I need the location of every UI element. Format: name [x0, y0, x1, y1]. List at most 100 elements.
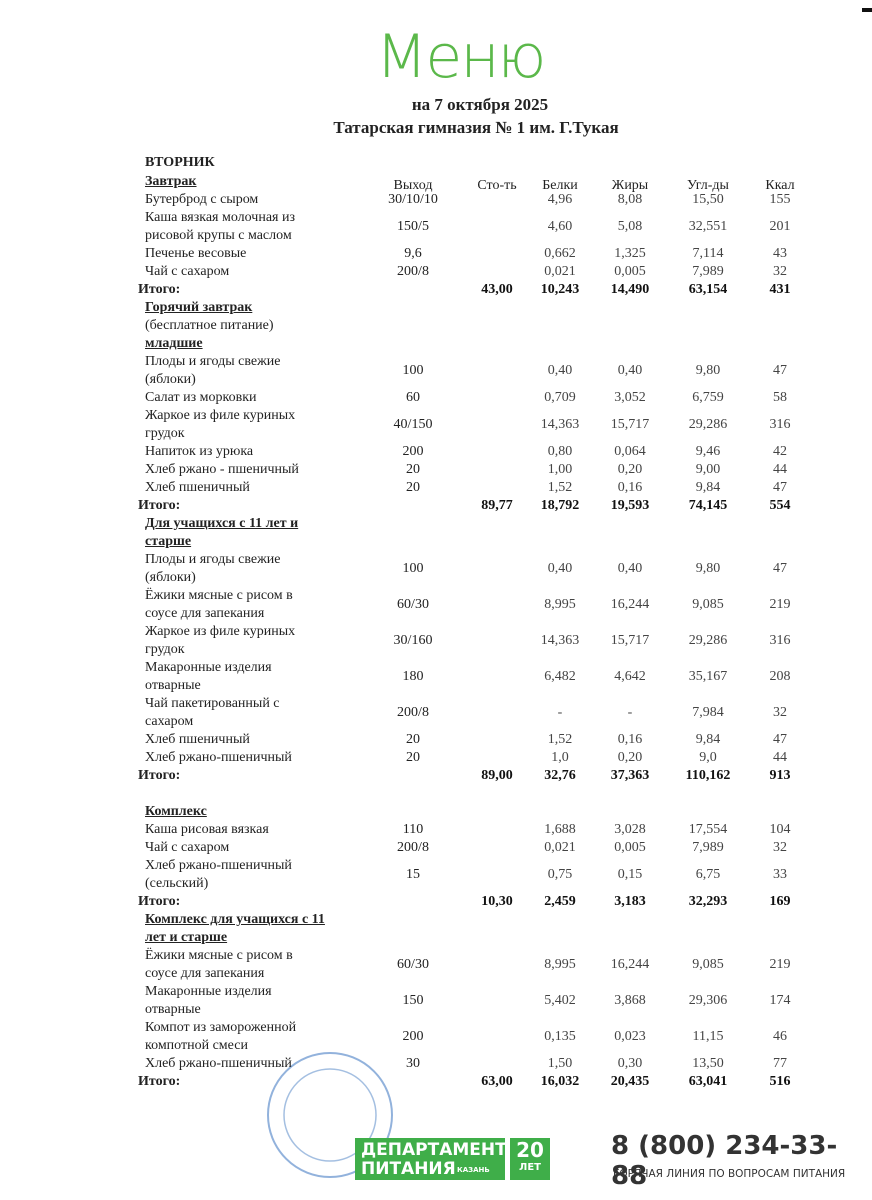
cell-yield: 150 [402, 993, 424, 1008]
cell-kcal: 155 [769, 192, 791, 207]
dish-name: Жаркое из филе куриных грудок [145, 624, 296, 657]
cell-kcal: 43 [773, 246, 787, 261]
menu-row: (бесплатное питание) [0, 317, 872, 335]
menu-row: Чай с сахаром 200/8 0,021 0,005 7,989 32 [0, 263, 872, 281]
cell-protein: 1,688 [544, 822, 576, 837]
cell-yield: 15 [406, 867, 420, 882]
menu-row: Хлеб пшеничный 20 1,52 0,16 9,84 47 [0, 479, 872, 497]
cell-kcal: 913 [769, 768, 791, 783]
cell-fat: 5,08 [617, 219, 643, 234]
cell-fat: 3,868 [614, 993, 646, 1008]
logo-text: ПИТАНИЯ [361, 1159, 456, 1179]
cell-fat: 0,005 [614, 840, 646, 855]
cell-protein: 0,135 [544, 1029, 576, 1044]
cell-carbs: 9,00 [695, 462, 721, 477]
dish-name: Ёжики мясные с рисом в соусе для запекан… [145, 948, 293, 981]
cell-carbs: 9,0 [699, 750, 717, 765]
cell-kcal: 219 [769, 597, 791, 612]
menu-row: Плоды и ягоды свежие (яблоки) 100 0,40 0,40… [0, 551, 872, 587]
cell-protein: 0,80 [547, 444, 573, 459]
cell-fat: 3,183 [614, 894, 646, 909]
menu-row: Чай с сахаром 200/8 0,021 0,005 7,989 32 [0, 839, 872, 857]
cell-yield: 30 [406, 1056, 420, 1071]
cell-protein: - [557, 705, 563, 720]
cell-carbs: 15,50 [692, 192, 724, 207]
cell-protein: 14,363 [540, 417, 580, 432]
dish-name: Чай с сахаром [145, 264, 230, 279]
cell-protein: 16,032 [540, 1074, 580, 1089]
cell-yield: 20 [406, 750, 420, 765]
menu-row: Плоды и ягоды свежие (яблоки) 100 0,40 0,40… [0, 353, 872, 389]
cell-fat: 0,16 [617, 480, 643, 495]
cell-protein: 2,459 [544, 894, 576, 909]
cell-yield: 60/30 [397, 957, 429, 972]
dish-name: Чай с сахаром [145, 840, 230, 855]
cell-carbs: 7,984 [692, 705, 724, 720]
cell-kcal: 32 [773, 840, 787, 855]
menu-row: Чай пакетированный с сахаром 200/8 - - 7,984… [0, 695, 872, 731]
section-heading: Горячий завтрак [145, 300, 253, 315]
menu-row: Салат из морковки 60 0,709 3,052 6,759 58 [0, 389, 872, 407]
dish-name: Каша рисовая вязкая [145, 822, 269, 837]
section-heading: младшие [145, 336, 203, 351]
cell-fat: 20,435 [610, 1074, 650, 1089]
cell-fat: 37,363 [610, 768, 650, 783]
dish-name: Компот из замороженной компотной смеси [145, 1020, 297, 1053]
dish-name: Жаркое из филе куриных грудок [145, 408, 296, 441]
cell-yield: 200/8 [397, 264, 429, 279]
dish-name: Хлеб пшеничный [145, 732, 250, 747]
cell-carbs: 9,84 [695, 480, 721, 495]
cell-fat: 0,40 [617, 561, 643, 576]
dish-name: Бутерброд с сыром [145, 192, 259, 207]
cell-carbs: 63,154 [688, 282, 728, 297]
cell-protein: 0,662 [544, 246, 576, 261]
cell-yield: 200 [402, 1029, 424, 1044]
cell-carbs: 29,286 [688, 417, 728, 432]
cell-cost: 89,77 [481, 498, 513, 513]
logo-text: ДЕПАРТАМЕНТ [361, 1140, 507, 1160]
cell-yield: 9,6 [404, 246, 422, 261]
cell-carbs: 17,554 [688, 822, 728, 837]
menu-row: Печенье весовые 9,6 0,662 1,325 7,114 43 [0, 245, 872, 263]
menu-row: Каша рисовая вязкая 110 1,688 3,028 17,554 10… [0, 821, 872, 839]
cell-protein: 8,995 [544, 597, 576, 612]
menu-row: Итого: 10,30 2,459 3,183 32,293 169 [0, 893, 872, 911]
cell-carbs: 6,759 [692, 390, 724, 405]
cell-kcal: 47 [773, 480, 787, 495]
total-label: Итого: [138, 768, 181, 783]
total-label: Итого: [138, 1074, 181, 1089]
cell-fat: 0,20 [617, 750, 643, 765]
dish-name: Плоды и ягоды свежие (яблоки) [145, 552, 281, 585]
cell-kcal: 58 [773, 390, 787, 405]
total-label: Итого: [138, 498, 181, 513]
cell-carbs: 9,80 [695, 561, 721, 576]
cell-protein: 1,0 [551, 750, 569, 765]
cell-yield: 40/150 [393, 417, 433, 432]
cell-carbs: 32,293 [688, 894, 728, 909]
cell-fat: - [627, 705, 633, 720]
dish-name: Хлеб ржано-пшеничный (сельский) [145, 858, 292, 891]
cell-carbs: 29,286 [688, 633, 728, 648]
cell-kcal: 208 [769, 669, 791, 684]
cell-protein: 8,995 [544, 957, 576, 972]
cell-fat: 8,08 [617, 192, 643, 207]
cell-fat: 0,16 [617, 732, 643, 747]
cell-carbs: 74,145 [688, 498, 728, 513]
column-header: Выход [393, 178, 433, 193]
anniversary-number: 20 [516, 1138, 544, 1162]
cell-yield: 200/8 [397, 840, 429, 855]
dish-name: Чай пакетированный с сахаром [145, 696, 280, 729]
cell-carbs: 9,46 [695, 444, 721, 459]
hotline-phone: 8 (800) 234-33-88 [611, 1131, 838, 1191]
cell-cost: 63,00 [481, 1074, 513, 1089]
menu-row: Макаронные изделия отварные 180 6,482 4,642… [0, 659, 872, 695]
anniversary-unit: ЛЕТ [519, 1162, 541, 1173]
cell-fat: 3,052 [614, 390, 646, 405]
cell-yield: 20 [406, 462, 420, 477]
menu-row: Завтрак [0, 173, 872, 191]
cell-carbs: 7,114 [692, 246, 724, 261]
dish-name: Макаронные изделия отварные [145, 984, 272, 1017]
menu-row: Итого: 43,00 10,243 14,490 63,154 431 [0, 281, 872, 299]
menu-row: Итого: 89,00 32,76 37,363 110,162 913 [0, 767, 872, 785]
